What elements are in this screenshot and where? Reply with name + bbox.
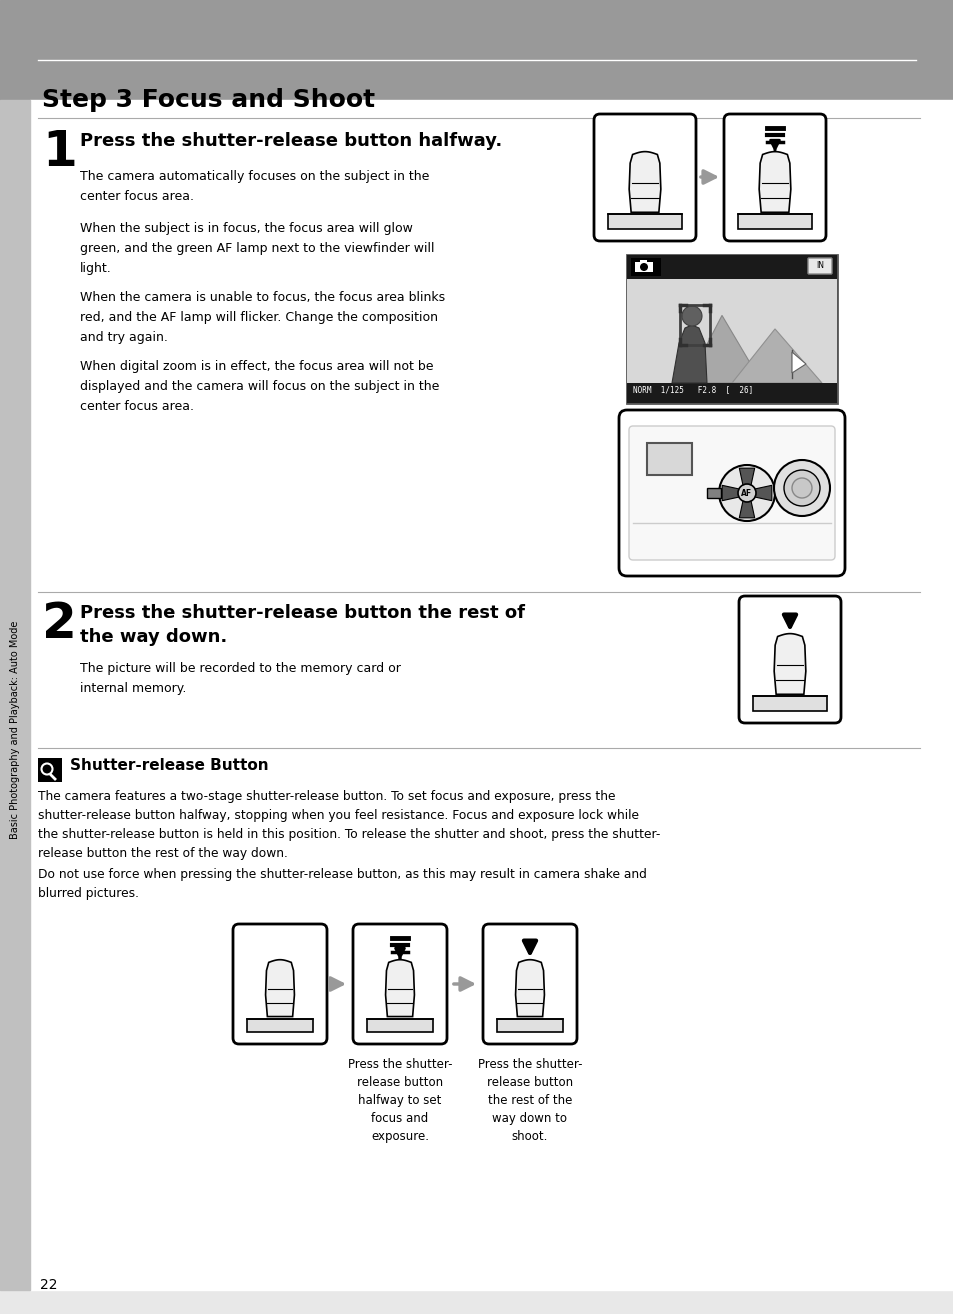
Bar xyxy=(626,279,836,382)
Bar xyxy=(679,305,709,346)
Circle shape xyxy=(783,470,820,506)
Polygon shape xyxy=(731,328,821,382)
Circle shape xyxy=(681,306,701,326)
Text: Press the shutter-
release button
the rest of the
way down to
shoot.: Press the shutter- release button the re… xyxy=(477,1058,581,1143)
Text: Press the shutter-release button halfway.: Press the shutter-release button halfway… xyxy=(80,131,501,150)
Bar xyxy=(706,487,720,498)
Bar xyxy=(635,261,652,272)
FancyBboxPatch shape xyxy=(723,114,825,240)
Polygon shape xyxy=(773,633,805,694)
Text: AF: AF xyxy=(740,489,752,498)
FancyBboxPatch shape xyxy=(739,597,841,723)
Bar xyxy=(626,382,836,403)
FancyBboxPatch shape xyxy=(482,924,577,1045)
Text: Basic Photography and Playback: Auto Mode: Basic Photography and Playback: Auto Mod… xyxy=(10,620,20,840)
FancyBboxPatch shape xyxy=(594,114,696,240)
Bar xyxy=(630,258,660,276)
Circle shape xyxy=(719,465,774,520)
Text: When the subject is in focus, the focus area will glow
green, and the green AF l: When the subject is in focus, the focus … xyxy=(80,222,434,275)
Text: The camera features a two-stage shutter-release button. To set focus and exposur: The camera features a two-stage shutter-… xyxy=(38,790,659,859)
Polygon shape xyxy=(265,959,294,1017)
Text: IN: IN xyxy=(815,261,823,269)
Polygon shape xyxy=(628,151,660,213)
Polygon shape xyxy=(385,959,414,1017)
Polygon shape xyxy=(671,325,706,382)
Text: When the camera is unable to focus, the focus area blinks
red, and the AF lamp w: When the camera is unable to focus, the … xyxy=(80,290,445,344)
Polygon shape xyxy=(721,485,740,501)
Polygon shape xyxy=(739,501,754,518)
Text: NORM  1/125   F2.8  [  26]: NORM 1/125 F2.8 [ 26] xyxy=(633,385,753,394)
Bar xyxy=(247,1018,313,1031)
Bar xyxy=(497,1018,562,1031)
Text: Press the shutter-
release button
halfway to set
focus and
exposure.: Press the shutter- release button halfwa… xyxy=(348,1058,452,1143)
Polygon shape xyxy=(753,485,771,501)
FancyBboxPatch shape xyxy=(233,924,327,1045)
Text: Press the shutter-release button the rest of
the way down.: Press the shutter-release button the res… xyxy=(80,604,524,645)
Polygon shape xyxy=(515,959,544,1017)
Bar xyxy=(0,0,953,100)
Bar xyxy=(738,214,811,229)
FancyBboxPatch shape xyxy=(807,258,831,275)
Text: Shutter-release Button: Shutter-release Button xyxy=(70,758,269,773)
Polygon shape xyxy=(739,468,754,486)
FancyBboxPatch shape xyxy=(618,410,844,576)
Circle shape xyxy=(738,484,755,502)
Bar xyxy=(626,255,836,279)
Text: The camera automatically focuses on the subject in the
center focus area.: The camera automatically focuses on the … xyxy=(80,170,429,202)
Bar xyxy=(646,443,691,474)
Bar xyxy=(38,758,62,782)
Bar xyxy=(367,1018,433,1031)
Text: Do not use force when pressing the shutter-release button, as this may result in: Do not use force when pressing the shutt… xyxy=(38,869,646,900)
Circle shape xyxy=(639,263,647,271)
Polygon shape xyxy=(686,315,761,382)
Polygon shape xyxy=(791,352,805,373)
Bar xyxy=(626,255,836,403)
Text: 22: 22 xyxy=(40,1279,57,1292)
Circle shape xyxy=(791,478,811,498)
Text: When digital zoom is in effect, the focus area will not be
displayed and the cam: When digital zoom is in effect, the focu… xyxy=(80,360,439,413)
Text: 1: 1 xyxy=(42,127,77,176)
Bar xyxy=(0,100,30,1290)
Bar xyxy=(607,214,681,229)
Text: The picture will be recorded to the memory card or
internal memory.: The picture will be recorded to the memo… xyxy=(80,662,400,695)
Polygon shape xyxy=(759,151,790,213)
Text: 2: 2 xyxy=(42,600,77,648)
Bar xyxy=(639,260,646,263)
Bar xyxy=(752,696,826,711)
Circle shape xyxy=(773,460,829,516)
Text: Step 3 Focus and Shoot: Step 3 Focus and Shoot xyxy=(42,88,375,112)
FancyBboxPatch shape xyxy=(628,426,834,560)
FancyBboxPatch shape xyxy=(353,924,447,1045)
